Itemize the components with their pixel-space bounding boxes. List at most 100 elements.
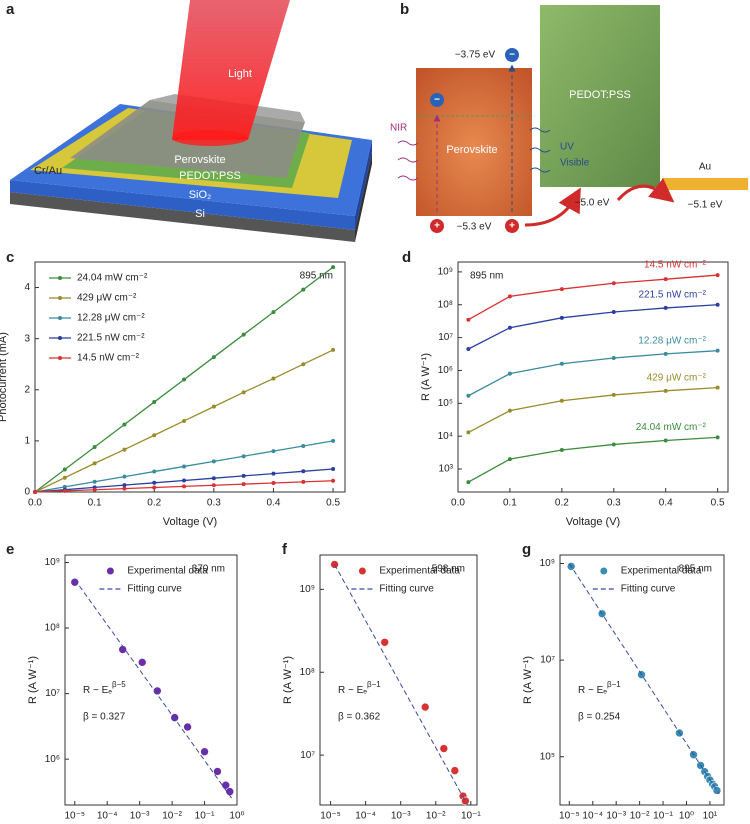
data-point	[62, 467, 67, 472]
data-point	[559, 361, 564, 366]
data-point	[331, 438, 336, 443]
electron-sign: −	[434, 95, 440, 106]
x-tick-label: 10⁻²	[426, 811, 446, 822]
hole	[505, 219, 519, 233]
data-point	[92, 461, 97, 466]
data-point	[122, 447, 127, 452]
x-tick-label: 0.1	[88, 498, 102, 509]
legend-label: 14.5 nW cm⁻²	[77, 353, 140, 364]
x-tick-label: 10⁻¹	[461, 811, 481, 822]
data-point	[271, 449, 276, 454]
sio2-label: SiO₂	[189, 189, 212, 201]
hole	[430, 219, 444, 233]
data-point	[152, 480, 157, 485]
annotation: 895 nm	[470, 271, 503, 282]
data-point	[122, 474, 127, 479]
fit-beta: β = 0.362	[338, 712, 381, 723]
au-bar	[662, 178, 748, 190]
data-point	[92, 445, 97, 450]
data-point	[182, 418, 187, 423]
data-point	[241, 390, 246, 395]
data-point	[715, 385, 720, 390]
nir-waves	[397, 140, 419, 181]
y-tick-label: 10⁷	[45, 688, 60, 699]
data-point	[450, 766, 460, 775]
data-point	[715, 273, 720, 278]
y-tick-label: 10⁴	[438, 431, 453, 442]
data-point	[507, 457, 512, 462]
data-point	[211, 483, 216, 488]
x-tick-label: 10⁻³	[606, 811, 626, 822]
data-point	[380, 637, 390, 647]
level-label: −3.75 eV	[455, 50, 496, 61]
data-point	[225, 787, 235, 796]
data-point	[663, 351, 668, 356]
data-point	[183, 722, 192, 732]
legend-label: 429 μW cm⁻²	[77, 293, 137, 304]
legend-label: Experimental data	[379, 566, 460, 577]
data-point	[33, 490, 37, 494]
data-point	[715, 435, 720, 440]
legend-label: Fitting curve	[379, 584, 434, 595]
hole-transfer	[524, 187, 581, 227]
sio2-side	[355, 140, 372, 230]
data-point	[122, 422, 127, 427]
data-point	[241, 454, 246, 459]
y-tick-label: 10⁸	[300, 667, 315, 678]
au-label: Au	[699, 162, 711, 173]
data-point	[559, 447, 564, 452]
data-point	[182, 464, 187, 469]
fit-line	[74, 579, 233, 799]
fit-formula-base: R ~ Eₑ	[83, 685, 112, 696]
y-tick-label: 1	[24, 436, 30, 447]
data-point	[153, 686, 162, 696]
x-tick-label: 0.2	[555, 498, 569, 509]
data-point	[663, 305, 668, 310]
fit-formula: R ~ Eₑβ−5	[83, 680, 126, 696]
data-point	[213, 767, 222, 776]
data-point	[62, 475, 67, 480]
plot-frame	[457, 261, 729, 493]
data-point	[170, 713, 179, 722]
panel-label: e	[6, 541, 14, 558]
x-tick-label: 0.3	[207, 498, 221, 509]
x-tick-label: 0.5	[711, 498, 725, 509]
fit-formula-exponent: β−5	[112, 680, 126, 689]
legend-marker	[58, 336, 62, 340]
data-point	[211, 355, 216, 360]
data-point	[62, 488, 67, 493]
data-point	[559, 287, 564, 292]
x-tick-label: 0.4	[267, 498, 281, 509]
x-tick-label: 0.3	[607, 498, 621, 509]
y-tick-label: 4	[24, 282, 30, 293]
panel-label: a	[6, 1, 15, 18]
si-layer	[10, 192, 355, 242]
data-point	[715, 348, 720, 353]
data-point	[122, 486, 127, 491]
data-point	[182, 377, 187, 382]
data-point	[466, 393, 471, 398]
fit-line	[568, 563, 720, 795]
data-point	[301, 444, 306, 448]
y-tick-label: 10³	[439, 464, 454, 475]
legend-label: Experimental data	[127, 566, 208, 577]
x-tick-label: 0.4	[659, 498, 673, 509]
x-tick-label: 10¹	[703, 811, 718, 822]
y-tick-label: 10⁵	[438, 398, 453, 409]
pedot-label: PEDOT:PSS	[179, 170, 241, 182]
si-label: Si	[195, 208, 205, 220]
data-point	[663, 277, 668, 282]
data-point	[611, 310, 616, 315]
data-point	[611, 355, 616, 360]
visible-label: Visible	[560, 158, 590, 169]
y-tick-label: 10⁸	[45, 623, 60, 634]
data-point	[663, 438, 668, 443]
x-tick-label: 10⁻⁵	[559, 811, 580, 822]
panel-label: b	[400, 1, 409, 18]
series-label: 12.28 μW cm⁻²	[638, 335, 706, 346]
y-tick-label: 10⁷	[540, 655, 555, 666]
x-tick-label: 10⁻⁵	[320, 811, 341, 822]
perovskite-label: Perovskite	[174, 154, 225, 166]
perovskite-block	[416, 68, 532, 216]
nir-label: NIR	[390, 123, 407, 134]
